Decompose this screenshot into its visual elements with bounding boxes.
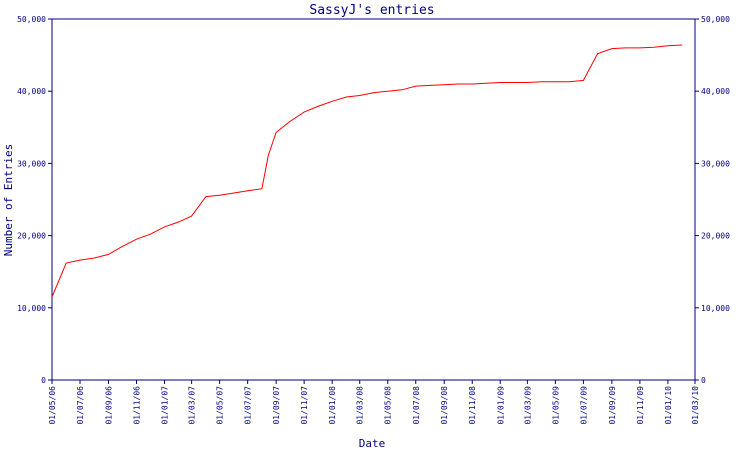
x-tick-label: 01/09/07 [272,386,281,425]
x-tick-label: 01/05/07 [216,386,225,425]
y-tick-label-left: 10,000 [17,304,46,313]
y-tick-label-left: 30,000 [17,159,46,168]
y-tick-label-left: 40,000 [17,87,46,96]
y-tick-label-left: 20,000 [17,232,46,241]
x-tick-label: 01/11/09 [636,386,645,425]
y-axis-ticks: 0 0 10,000 10,000 20,000 20,000 30,000 30,000 40… [17,15,730,385]
x-tick-label: 01/09/06 [104,386,113,425]
x-tick-label: 01/03/08 [356,386,365,425]
x-tick-label: 01/07/06 [76,386,85,425]
x-tick-label: 01/03/10 [691,386,700,425]
x-tick-label: 01/05/08 [384,386,393,425]
x-tick-label: 01/07/07 [244,386,253,425]
x-tick-label: 01/05/06 [48,386,57,425]
x-axis-label: Date [359,437,386,450]
x-tick-label: 01/03/07 [188,386,197,425]
chart-title: SassyJ's entries [309,3,434,18]
x-tick-label: 01/01/07 [161,386,170,425]
x-tick-label: 01/01/10 [664,386,673,425]
x-tick-label: 01/01/08 [328,386,337,425]
x-tick-label: 01/07/09 [579,386,588,425]
series-line-entries [51,44,683,298]
x-tick-label: 01/05/09 [551,386,560,425]
x-tick-label: 01/09/08 [440,386,449,425]
x-axis-ticks: 01/05/06 01/07/06 01/09/06 01/11/06 01/01/07… [48,380,700,425]
x-tick-label: 01/11/08 [468,386,477,425]
y-axis-label: Number of Entries [2,144,15,257]
x-tick-label: 01/01/09 [496,386,505,425]
y-tick-label-right: 20,000 [701,232,730,241]
y-tick-label-left: 0 [41,376,46,385]
y-tick-label-left: 50,000 [17,15,46,24]
y-tick-label-right: 30,000 [701,159,730,168]
y-tick-label-right: 0 [701,376,706,385]
y-tick-label-right: 50,000 [701,15,730,24]
x-tick-label: 01/11/07 [300,386,309,425]
y-tick-label-right: 40,000 [701,87,730,96]
x-tick-label: 01/07/08 [412,386,421,425]
x-tick-label: 01/09/09 [608,386,617,425]
y-tick-label-right: 10,000 [701,304,730,313]
x-tick-label: 01/11/06 [133,386,142,425]
plot-frame [51,18,696,381]
x-tick-label: 01/03/09 [523,386,532,425]
